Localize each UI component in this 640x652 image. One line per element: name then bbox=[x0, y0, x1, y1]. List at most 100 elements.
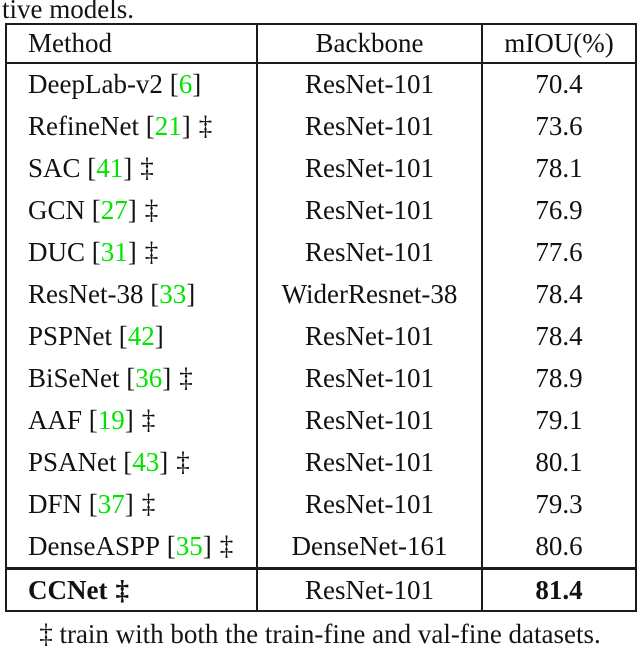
backbone-cell: ResNet-101 bbox=[258, 399, 483, 442]
method-cell: DFN [37] ‡ bbox=[7, 483, 258, 526]
table-row: DeepLab-v2 [6] ResNet-101 70.4 bbox=[7, 64, 635, 106]
miou-cell: 78.1 bbox=[535, 153, 583, 184]
citation-link[interactable]: 42 bbox=[127, 320, 155, 351]
citation-link[interactable]: 21 bbox=[154, 111, 182, 142]
backbone-cell: ResNet-101 bbox=[258, 64, 483, 106]
table-row: DUC [31] ‡ ResNet-101 77.6 bbox=[7, 231, 635, 274]
citation-bracket-close: ] bbox=[159, 446, 169, 477]
citation-bracket-open: [ bbox=[123, 446, 133, 477]
header-backbone: Backbone bbox=[258, 25, 483, 62]
citation-bracket-close: ] bbox=[192, 69, 202, 100]
citation-link[interactable]: 19 bbox=[97, 404, 125, 435]
dagger-mark: ‡ bbox=[140, 153, 154, 184]
table-row: RefineNet [21] ‡ ResNet-101 73.6 bbox=[7, 105, 635, 148]
citation-bracket-open: [ bbox=[91, 237, 101, 268]
miou-cell: 70.4 bbox=[535, 69, 583, 100]
table-row: GCN [27] ‡ ResNet-101 76.9 bbox=[7, 189, 635, 232]
citation-bracket-open: [ bbox=[169, 69, 179, 100]
dagger-mark: ‡ bbox=[141, 488, 156, 519]
method-name: ResNet-38 bbox=[28, 279, 144, 310]
backbone-cell: ResNet-101 bbox=[258, 441, 483, 484]
citation-bracket-open: [ bbox=[118, 320, 128, 351]
table-row: SAC [41] ‡ ResNet-101 78.1 bbox=[7, 147, 635, 190]
citation-bracket-open: [ bbox=[150, 279, 160, 310]
method-name: AAF bbox=[28, 404, 83, 435]
citation-bracket-close: ] bbox=[154, 320, 164, 351]
citation-bracket-close: ] bbox=[124, 404, 134, 435]
table-row: CCNet ‡ ResNet-101 81.4 bbox=[7, 570, 635, 610]
citation-bracket-close: ] bbox=[127, 195, 137, 226]
citation-link[interactable]: 6 bbox=[178, 69, 193, 100]
dagger-mark: ‡ bbox=[115, 574, 129, 605]
citation-bracket-open: [ bbox=[126, 362, 136, 393]
method-cell: SAC [41] ‡ bbox=[7, 147, 258, 190]
method-cell: AAF [19] ‡ bbox=[7, 399, 258, 442]
citation-bracket-close: ] bbox=[124, 488, 134, 519]
miou-cell: 79.3 bbox=[535, 488, 583, 519]
method-name: BiSeNet bbox=[28, 362, 120, 393]
citation-bracket-open: [ bbox=[88, 404, 98, 435]
method-name: SAC bbox=[28, 153, 81, 184]
citation-link[interactable]: 31 bbox=[100, 237, 128, 268]
citation-link[interactable]: 43 bbox=[132, 446, 160, 477]
dagger-mark: ‡ bbox=[219, 530, 234, 561]
backbone-cell: ResNet-101 bbox=[258, 231, 483, 274]
citation-bracket-open: [ bbox=[87, 153, 97, 184]
citation-bracket-close: ] bbox=[162, 362, 172, 393]
method-name: CCNet bbox=[28, 574, 108, 605]
backbone-cell: ResNet-101 bbox=[258, 147, 483, 190]
miou-cell: 80.6 bbox=[535, 530, 583, 561]
table-row: DFN [37] ‡ ResNet-101 79.3 bbox=[7, 483, 635, 526]
backbone-cell: ResNet-101 bbox=[258, 105, 483, 148]
table-row: DenseASPP [35] ‡ DenseNet-161 80.6 bbox=[7, 525, 635, 568]
dagger-mark: ‡ bbox=[141, 404, 156, 435]
method-cell: DeepLab-v2 [6] bbox=[7, 64, 258, 106]
table-row: BiSeNet [36] ‡ ResNet-101 78.9 bbox=[7, 357, 635, 400]
method-name: DFN bbox=[28, 488, 83, 519]
backbone-cell: ResNet-101 bbox=[258, 357, 483, 400]
method-name: PSANet bbox=[28, 446, 117, 477]
citation-link[interactable]: 35 bbox=[175, 530, 203, 561]
citation-bracket-close: ] bbox=[123, 153, 133, 184]
table-row: ResNet-38 [33] WiderResnet-38 78.4 bbox=[7, 273, 635, 316]
dagger-mark: ‡ bbox=[198, 111, 213, 142]
citation-bracket-close: ] bbox=[202, 530, 212, 561]
method-cell: DenseASPP [35] ‡ bbox=[7, 525, 258, 568]
miou-cell: 78.4 bbox=[535, 279, 583, 310]
miou-cell: 73.6 bbox=[535, 111, 583, 142]
table-row: AAF [19] ‡ ResNet-101 79.1 bbox=[7, 399, 635, 442]
method-cell: BiSeNet [36] ‡ bbox=[7, 357, 258, 400]
citation-link[interactable]: 33 bbox=[159, 279, 187, 310]
citation-link[interactable]: 41 bbox=[96, 153, 124, 184]
backbone-cell: ResNet-101 bbox=[258, 189, 483, 232]
method-name: GCN bbox=[28, 195, 86, 226]
citation-link[interactable]: 36 bbox=[135, 362, 163, 393]
citation-bracket-open: [ bbox=[145, 111, 155, 142]
miou-cell: 78.4 bbox=[535, 320, 583, 351]
table-footer-section: CCNet ‡ ResNet-101 81.4 bbox=[7, 567, 635, 610]
citation-link[interactable]: 37 bbox=[97, 488, 125, 519]
miou-cell: 79.1 bbox=[535, 404, 583, 435]
miou-cell: 81.4 bbox=[535, 574, 583, 605]
method-name: DenseASPP bbox=[28, 530, 161, 561]
method-cell: RefineNet [21] ‡ bbox=[7, 105, 258, 148]
backbone-cell: DenseNet-161 bbox=[258, 525, 483, 568]
backbone-cell: ResNet-101 bbox=[258, 483, 483, 526]
method-name: DUC bbox=[28, 237, 86, 268]
dagger-mark: ‡ bbox=[144, 237, 159, 268]
method-name: DeepLab-v2 bbox=[28, 69, 163, 100]
header-method: Method bbox=[7, 25, 258, 62]
table-footnote: ‡ train with both the train-fine and val… bbox=[39, 619, 601, 649]
citation-bracket-open: [ bbox=[166, 530, 176, 561]
results-table: Method Backbone mIOU(%) DeepLab-v2 [6] Re… bbox=[5, 23, 637, 612]
miou-cell: 76.9 bbox=[535, 195, 583, 226]
caption-fragment: tive models. bbox=[2, 0, 134, 24]
citation-bracket-close: ] bbox=[127, 237, 137, 268]
citation-link[interactable]: 27 bbox=[100, 195, 128, 226]
table-row: PSPNet [42] ResNet-101 78.4 bbox=[7, 315, 635, 358]
method-cell: PSPNet [42] bbox=[7, 315, 258, 358]
table-header-row: Method Backbone mIOU(%) bbox=[7, 25, 635, 64]
table-row: PSANet [43] ‡ ResNet-101 80.1 bbox=[7, 441, 635, 484]
method-name: RefineNet bbox=[28, 111, 139, 142]
